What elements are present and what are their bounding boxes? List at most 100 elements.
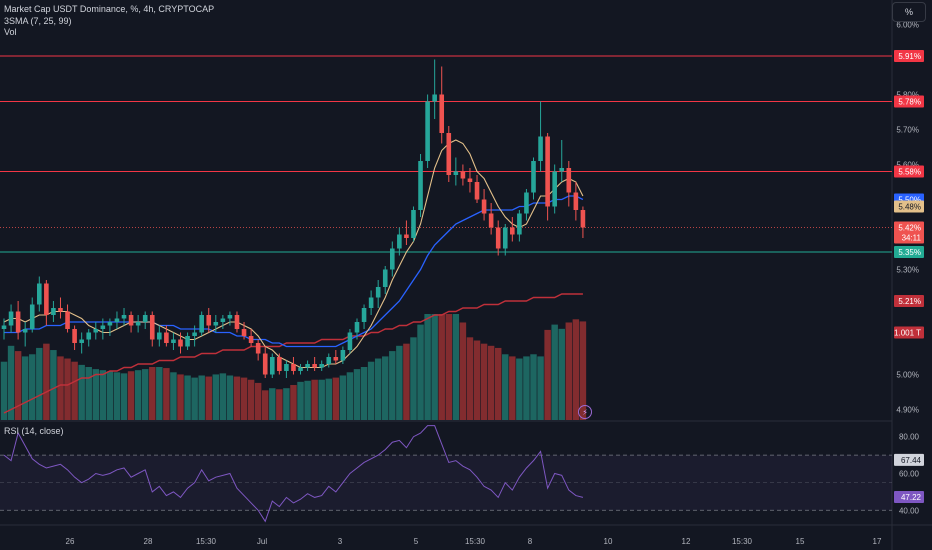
time-tick-label: 15:30 (465, 537, 486, 546)
candle-body (277, 357, 282, 371)
volume-bar (389, 351, 396, 420)
indicator-price-label: 5.50% (898, 196, 921, 205)
candle-body (298, 367, 303, 371)
candle-body (531, 161, 536, 193)
candle-body (354, 322, 360, 333)
candle-body (446, 133, 452, 175)
percent-scale-button[interactable]: % (892, 2, 926, 22)
candle-body (227, 315, 233, 319)
volume-bar (141, 369, 149, 420)
time-tick-label: 5 (414, 537, 419, 546)
candle-body (382, 269, 388, 287)
candle-body (305, 364, 310, 368)
volume-bar (92, 369, 100, 420)
candle-body (255, 343, 261, 354)
candle-body (333, 357, 339, 361)
volume-bar (261, 390, 269, 420)
volume-bar (36, 347, 43, 420)
volume-bar (219, 373, 227, 420)
candle-body (481, 199, 487, 214)
level-price-label-bg (894, 50, 924, 62)
price-tick-label: 5.80% (896, 91, 919, 100)
candle-body (234, 315, 240, 329)
volume-bar (170, 372, 177, 420)
rsi-indicator-label[interactable]: RSI (14, close) (4, 426, 64, 436)
volume-bar (452, 314, 460, 420)
volume-bar (502, 354, 509, 420)
volume-bar (0, 361, 8, 420)
time-tick-label: 10 (604, 537, 613, 546)
rsi-tick-label: 40.00 (899, 506, 920, 515)
candle-body (199, 315, 204, 333)
volume-bar (233, 376, 241, 420)
candle-body (149, 315, 155, 340)
candle-body (432, 94, 437, 102)
candle-body (220, 318, 226, 322)
candle-body (545, 136, 550, 207)
candle-body (418, 161, 423, 210)
candle-body (361, 308, 367, 322)
volume-bar (311, 379, 318, 420)
time-tick-label: Jul (257, 537, 267, 546)
volume-bar (57, 356, 64, 420)
volume-bar (473, 340, 481, 420)
volume-bar (212, 374, 220, 420)
level-price-label: 5.78% (898, 98, 921, 107)
candle-body (573, 192, 579, 210)
candle-body (72, 329, 77, 343)
volume-bar (226, 375, 234, 420)
volume-bar (198, 375, 205, 420)
candle-body (86, 332, 92, 340)
time-tick-label: 3 (338, 537, 343, 546)
volume-bar (43, 343, 50, 420)
volume-bar (205, 376, 212, 420)
level-price-label: 5.35% (898, 248, 921, 257)
volume-bar (7, 345, 15, 420)
volume-bar (290, 385, 297, 420)
indicator-price-label-bg (894, 221, 924, 244)
volume-bar (134, 370, 142, 420)
candle-body (495, 227, 501, 249)
volume-bar (149, 367, 156, 420)
candle-body (128, 315, 134, 326)
price-tick-label: 5.30% (896, 266, 919, 275)
volume-bar (29, 354, 36, 420)
volume-bar (99, 370, 107, 420)
indicator-price-label: 5.21% (898, 297, 921, 306)
volume-bar (480, 343, 488, 420)
candle-body (460, 171, 466, 179)
candle-body (559, 168, 565, 172)
volume-bar (318, 379, 325, 420)
candle-body (135, 322, 141, 326)
sma-99-line (3, 293, 583, 414)
candle-body (262, 353, 268, 375)
candle-body (206, 315, 212, 326)
candle-body (142, 315, 148, 322)
volume-bar (424, 314, 431, 420)
rsi-value-label-bg (894, 453, 924, 466)
sma-indicator-label[interactable]: 3SMA (7, 25, 99) (4, 15, 72, 26)
candle-body (340, 350, 346, 361)
volume-bar (325, 378, 332, 420)
candle-body (15, 311, 21, 333)
candle-body (29, 304, 35, 329)
rsi-value-label: 47.22 (901, 493, 922, 502)
candle-body (79, 339, 84, 343)
candle-body (157, 332, 162, 340)
lightning-icon[interactable]: ⚡ (578, 405, 592, 419)
volume-bar (304, 380, 311, 420)
candle-body (22, 329, 28, 333)
indicator-price-label: 1.001 T (894, 329, 921, 338)
level-price-label: 5.58% (898, 168, 921, 177)
volume-bar (346, 372, 354, 420)
candle-body (467, 178, 473, 182)
candle-body (93, 329, 99, 333)
volume-bar (494, 347, 502, 420)
candle-body (269, 357, 275, 375)
volume-indicator-label[interactable]: Vol (4, 27, 17, 37)
volume-bar (127, 371, 135, 420)
volume-bar (516, 358, 523, 420)
candle-body (502, 227, 508, 249)
volume-bar (466, 337, 474, 420)
